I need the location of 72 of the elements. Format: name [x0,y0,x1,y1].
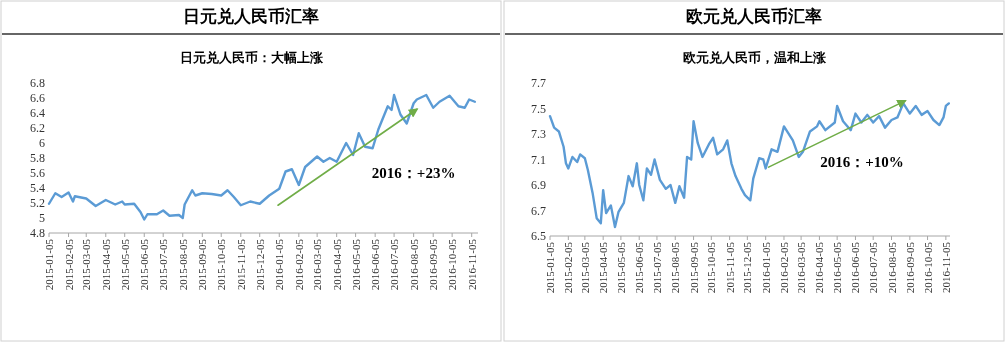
x-tick-label: 2015-07-05 [650,241,663,294]
x-tick-label: 2015-10-05 [215,238,228,291]
x-tick-label: 2016-04-05 [813,241,826,294]
y-tick-label: 6 [39,136,45,150]
x-tick-label: 2015-06-05 [138,238,151,291]
x-tick-label: 2016-04-05 [330,238,343,291]
x-tick-label: 2016-07-05 [867,241,880,294]
x-tick-label: 2015-01-05 [43,238,55,291]
x-tick-label: 2016-11-05 [939,241,952,293]
annotation: 2016：+23% [371,164,456,181]
x-tick-label: 2015-07-05 [157,238,170,291]
x-tick-label: 2015-12-05 [253,238,266,291]
x-tick-label: 2016-05-05 [349,238,362,291]
x-tick-label: 2016-07-05 [388,238,401,291]
x-tick-label: 2015-06-05 [633,241,646,294]
x-tick-label: 2016-01-05 [759,241,772,294]
x-tick-label: 2016-02-05 [777,241,790,294]
y-tick-label: 5 [39,211,45,225]
x-tick-label: 2016-10-05 [446,238,459,291]
y-tick-label: 6.5 [531,229,546,243]
y-tick-label: 6.8 [30,76,45,90]
x-tick-label: 2016-05-05 [831,241,844,294]
x-tick-label: 2015-03-05 [80,238,93,291]
x-tick-label: 2015-04-05 [99,238,112,291]
x-tick-label: 2016-03-05 [795,241,808,294]
line-series [548,102,951,229]
x-tick-label: 2016-03-05 [311,238,324,291]
x-tick-label: 2015-01-05 [544,241,556,294]
x-tick-label: 2015-11-05 [723,241,736,293]
y-tick-label: 6.9 [531,178,546,192]
chart-subtitle: 欧元兑人民币，温和上涨 [682,50,827,65]
x-tick-label: 2016-10-05 [921,241,934,294]
x-tick-label: 2015-08-05 [176,238,189,291]
x-tick-label: 2016-08-05 [407,238,420,291]
y-tick-label: 7.1 [531,152,546,167]
x-tick-label: 2015-05-05 [118,238,131,291]
x-tick-label: 2015-08-05 [669,241,682,294]
x-tick-label: 2015-10-05 [705,241,718,294]
y-tick-label: 4.8 [30,226,45,240]
y-tick-label: 6.2 [30,121,45,135]
y-tick-label: 6.6 [30,91,45,105]
x-tick-label: 2015-02-05 [562,241,575,294]
x-tick-label: 2016-11-05 [465,238,478,290]
x-tick-label: 2016-09-05 [427,238,440,291]
y-tick-label: 5.4 [30,181,45,195]
x-tick-label: 2016-01-05 [273,238,286,291]
x-tick-label: 2015-04-05 [597,241,610,294]
x-tick-label: 2016-08-05 [885,241,898,294]
x-tick-label: 2016-06-05 [849,241,862,294]
annotation: 2016：+10% [820,154,904,171]
x-tick-label: 2015-12-05 [741,241,754,294]
y-tick-label: 6.7 [531,203,546,218]
x-tick-label: 2015-09-05 [196,238,209,291]
x-tick-label: 2016-09-05 [903,241,916,294]
y-tick-label: 7.3 [531,127,546,141]
y-tick-label: 5.8 [30,151,45,165]
x-tick-label: 2015-11-05 [234,238,247,290]
chart-title: 日元兑人民币汇率 [183,7,319,26]
chart-subtitle: 日元兑人民币：大幅上涨 [179,50,324,65]
y-tick-label: 6.4 [30,106,45,120]
x-tick-label: 2015-05-05 [614,241,627,294]
line-series [47,93,477,221]
x-tick-label: 2015-03-05 [578,241,591,294]
chart-title: 欧元兑人民币汇率 [686,7,822,26]
y-tick-label: 5.6 [30,166,45,180]
x-tick-label: 2015-09-05 [687,241,700,294]
y-tick-label: 5.2 [30,196,45,210]
x-tick-label: 2015-02-05 [62,238,75,291]
y-tick-label: 7.5 [531,101,546,116]
x-tick-label: 2016-06-05 [369,238,382,291]
x-tick-label: 2016-02-05 [292,238,305,291]
y-tick-label: 7.7 [531,76,546,90]
